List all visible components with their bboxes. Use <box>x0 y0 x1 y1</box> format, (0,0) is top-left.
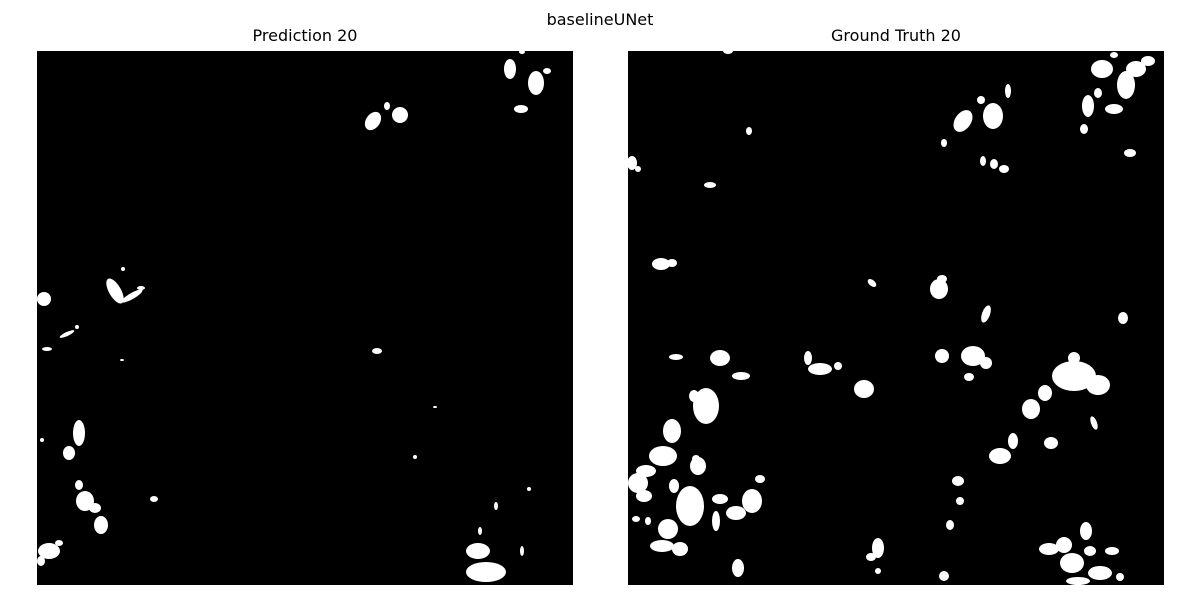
prediction-mask-image <box>37 51 573 585</box>
prediction-title: Prediction 20 <box>252 26 358 45</box>
ground-truth-mask-image <box>628 51 1164 585</box>
ground-truth-mask-svg <box>628 51 1155 585</box>
figure-title: baselineUNet <box>546 10 654 29</box>
ground-truth-title: Ground Truth 20 <box>831 26 961 45</box>
prediction-mask-svg <box>37 51 551 582</box>
